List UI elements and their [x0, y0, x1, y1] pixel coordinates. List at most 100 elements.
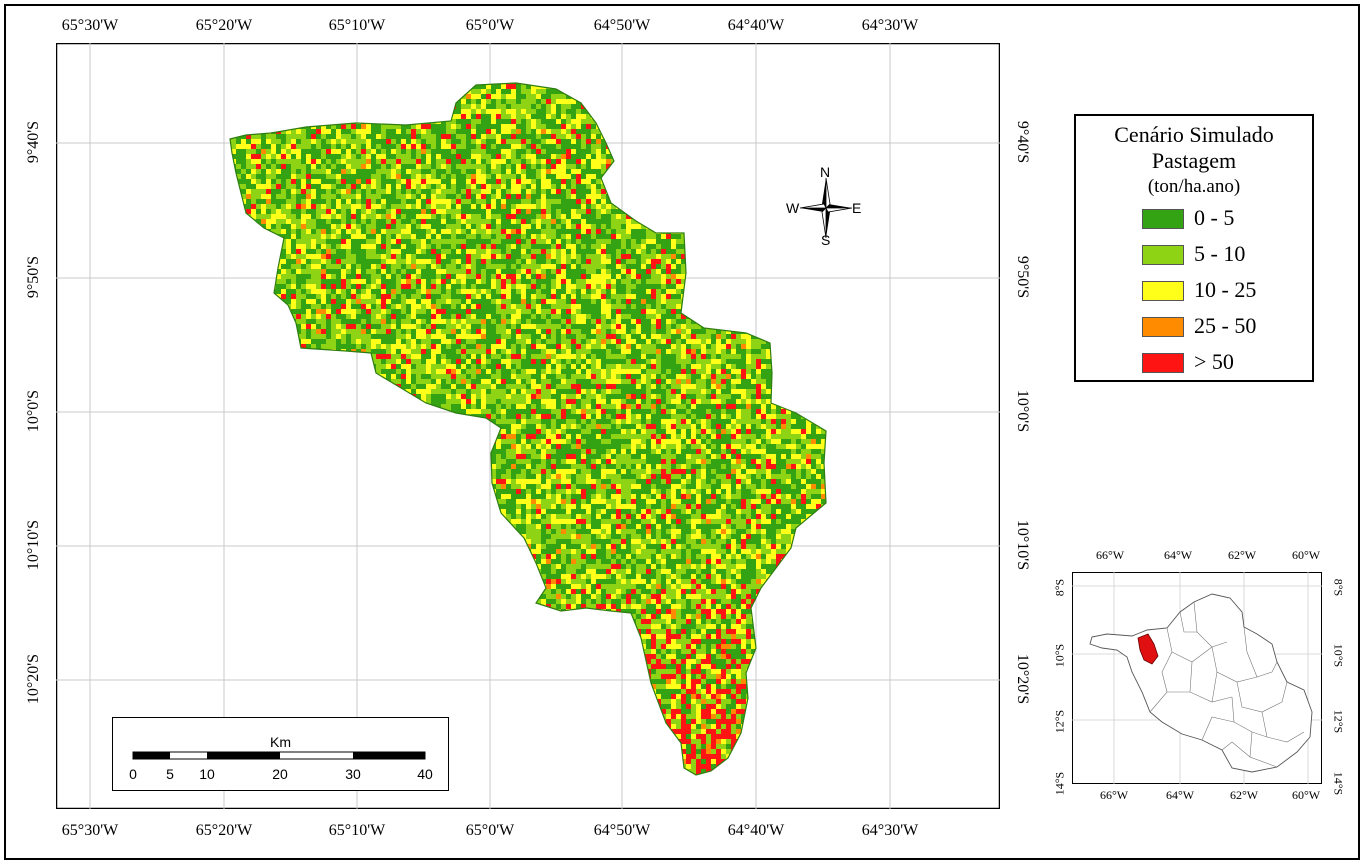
raster-cell [261, 144, 266, 149]
raster-cell [571, 179, 576, 184]
raster-cell [291, 274, 296, 279]
raster-cell [466, 159, 471, 164]
raster-cell [471, 279, 476, 284]
raster-cell [476, 184, 481, 189]
raster-cell [336, 159, 341, 164]
raster-cell [486, 129, 491, 134]
raster-cell [556, 229, 561, 234]
raster-cell [631, 234, 636, 239]
raster-cell [371, 124, 376, 129]
raster-cell [231, 154, 236, 159]
raster-cell [491, 204, 496, 209]
raster-cell [371, 239, 376, 244]
raster-cell [551, 184, 556, 189]
raster-cell [341, 134, 346, 139]
raster-cell [461, 164, 466, 169]
raster-cell [571, 274, 576, 279]
raster-cell [661, 259, 666, 264]
raster-cell [331, 219, 336, 224]
raster-cell [441, 204, 446, 209]
raster-cell [331, 204, 336, 209]
raster-cell [486, 224, 491, 229]
raster-cell [646, 274, 651, 279]
raster-cell [396, 169, 401, 174]
raster-cell [346, 124, 351, 129]
raster-cell [241, 139, 246, 144]
raster-cell [286, 179, 291, 184]
raster-cell [436, 279, 441, 284]
raster-cell [506, 194, 511, 199]
raster-cell [621, 274, 626, 279]
raster-cell [606, 254, 611, 259]
raster-cell [551, 189, 556, 194]
raster-cell [536, 254, 541, 259]
raster-cell [631, 239, 636, 244]
raster-cell [491, 84, 496, 89]
raster-cell [381, 194, 386, 199]
raster-cell [491, 139, 496, 144]
raster-cell [296, 134, 301, 139]
raster-cell [331, 249, 336, 254]
raster-cell [536, 209, 541, 214]
raster-cell [586, 179, 591, 184]
raster-cell [276, 214, 281, 219]
raster-cell [526, 249, 531, 254]
raster-cell [461, 279, 466, 284]
raster-cell [241, 134, 246, 139]
raster-cell [431, 129, 436, 134]
raster-cell [546, 119, 551, 124]
raster-cell [561, 119, 566, 124]
raster-cell [341, 269, 346, 274]
raster-cell [566, 154, 571, 159]
raster-cell [596, 209, 601, 214]
raster-cell [561, 114, 566, 119]
raster-cell [351, 189, 356, 194]
raster-cell [676, 259, 681, 264]
raster-cell [421, 144, 426, 149]
raster-cell [651, 249, 656, 254]
raster-cell [511, 219, 516, 224]
raster-cell [671, 264, 676, 269]
raster-cell [526, 129, 531, 134]
raster-cell [376, 219, 381, 224]
raster-cell [456, 169, 461, 174]
raster-cell [596, 229, 601, 234]
raster-cell [451, 144, 456, 149]
raster-cell [436, 129, 441, 134]
raster-cell [596, 269, 601, 274]
raster-cell [256, 169, 261, 174]
raster-cell [486, 94, 491, 99]
raster-cell [296, 149, 301, 154]
raster-cell [646, 244, 651, 249]
raster-cell [376, 174, 381, 179]
raster-cell [476, 249, 481, 254]
raster-cell [581, 249, 586, 254]
raster-cell [546, 199, 551, 204]
raster-cell [441, 239, 446, 244]
raster-cell [521, 119, 526, 124]
raster-cell [451, 194, 456, 199]
raster-cell [571, 234, 576, 239]
raster-cell [416, 169, 421, 174]
raster-cell [501, 149, 506, 154]
raster-cell [456, 124, 461, 129]
raster-cell [566, 264, 571, 269]
raster-cell [436, 214, 441, 219]
raster-cell [671, 274, 676, 279]
raster-cell [306, 129, 311, 134]
raster-cell [551, 244, 556, 249]
raster-cell [601, 254, 606, 259]
raster-cell [511, 144, 516, 149]
raster-cell [481, 134, 486, 139]
raster-cell [371, 184, 376, 189]
raster-cell [316, 239, 321, 244]
raster-cell [261, 219, 266, 224]
raster-cell [491, 194, 496, 199]
raster-cell [676, 279, 681, 284]
raster-cell [351, 184, 356, 189]
raster-cell [586, 204, 591, 209]
raster-cell [416, 154, 421, 159]
raster-cell [476, 114, 481, 119]
raster-cell [466, 174, 471, 179]
raster-cell [481, 199, 486, 204]
